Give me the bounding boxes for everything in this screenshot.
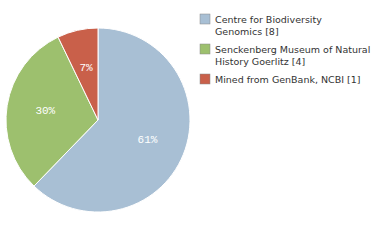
data-label: 7% (80, 62, 94, 74)
data-labels: 61% 30% 7% (35, 62, 157, 146)
pie-slice (58, 28, 98, 120)
legend-label: Centre for BiodiversityGenomics [8] (215, 14, 322, 37)
legend-swatch (200, 44, 210, 54)
legend-swatch (200, 74, 210, 84)
legend-label: Senckenberg Museum of NaturalHistory Goe… (215, 44, 370, 67)
chart-svg: 61% 30% 7% Centre for BiodiversityGenomics … (0, 0, 380, 240)
legend-label: Mined from GenBank, NCBI [1] (215, 74, 361, 85)
legend: Centre for BiodiversityGenomics [8] Senck… (200, 14, 370, 85)
data-label: 61% (138, 134, 158, 146)
chart-container: 61% 30% 7% Centre for BiodiversityGenomics … (0, 0, 380, 240)
pie-slices (6, 28, 190, 212)
data-label: 30% (35, 105, 55, 117)
legend-swatch (200, 14, 210, 24)
